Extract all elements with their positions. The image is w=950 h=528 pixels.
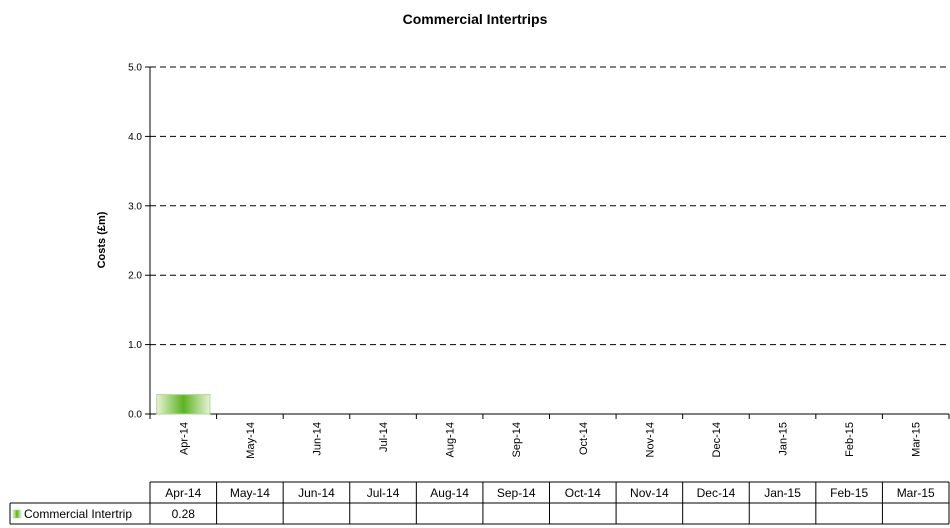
bars	[156, 394, 211, 415]
x-tick-label: Dec-14	[711, 422, 723, 457]
table-header-cell: Jan-15	[764, 486, 801, 500]
y-tick-label: 4.0	[128, 132, 142, 143]
y-axis-label: Costs (£m)	[96, 211, 108, 268]
table-header-cell: May-14	[230, 486, 270, 500]
x-tick-label: Aug-14	[445, 422, 457, 457]
chart-title: Commercial Intertrips	[403, 11, 548, 27]
data-table: Apr-14 May-14 Jun-14 Jul-14 Aug-14 Sep-14 Oct-…	[9, 481, 950, 525]
x-tick-label: Sep-14	[511, 422, 523, 457]
x-tick-label: Mar-15	[911, 422, 923, 457]
x-tick-label: Oct-14	[578, 422, 590, 455]
table-header-cell: Nov-14	[630, 486, 669, 500]
x-tick-label: Feb-15	[844, 422, 856, 457]
y-tick-label: 5.0	[128, 63, 142, 74]
legend-series-name: Commercial Intertrip	[24, 507, 132, 521]
y-tick-label: 3.0	[128, 201, 142, 212]
table-header-cell: Sep-14	[497, 486, 536, 500]
y-tick-label: 0.0	[128, 410, 142, 421]
table-header-cell: Feb-15	[830, 486, 868, 500]
table-header-cell: Jun-14	[298, 486, 335, 500]
y-tick-label: 1.0	[128, 340, 142, 351]
bar	[156, 394, 211, 415]
y-tick-label: 2.0	[128, 271, 142, 282]
x-tick-label: Nov-14	[644, 422, 656, 457]
table-header-cell: Oct-14	[565, 486, 601, 500]
table-value-cell: 0.28	[172, 507, 196, 521]
x-tick-label: Apr-14	[178, 422, 190, 455]
legend-swatch	[12, 509, 22, 519]
table-header-cell: Jul-14	[367, 486, 400, 500]
x-tick-label: Jan-15	[778, 422, 790, 456]
x-tick-label: May-14	[245, 422, 257, 459]
table-header-cell: Apr-14	[165, 486, 201, 500]
axes: 0.0 1.0 2.0 3.0 4.0 5.0 Apr-14 May-14 Jun-14 Jul-…	[128, 63, 950, 459]
x-tick-label: Jul-14	[378, 422, 390, 452]
grid	[150, 66, 949, 346]
table-header-cell: Dec-14	[697, 486, 736, 500]
table-header-cell: Aug-14	[430, 486, 469, 500]
x-tick-label: Jun-14	[311, 422, 323, 456]
table-header-cell: Mar-15	[897, 486, 935, 500]
